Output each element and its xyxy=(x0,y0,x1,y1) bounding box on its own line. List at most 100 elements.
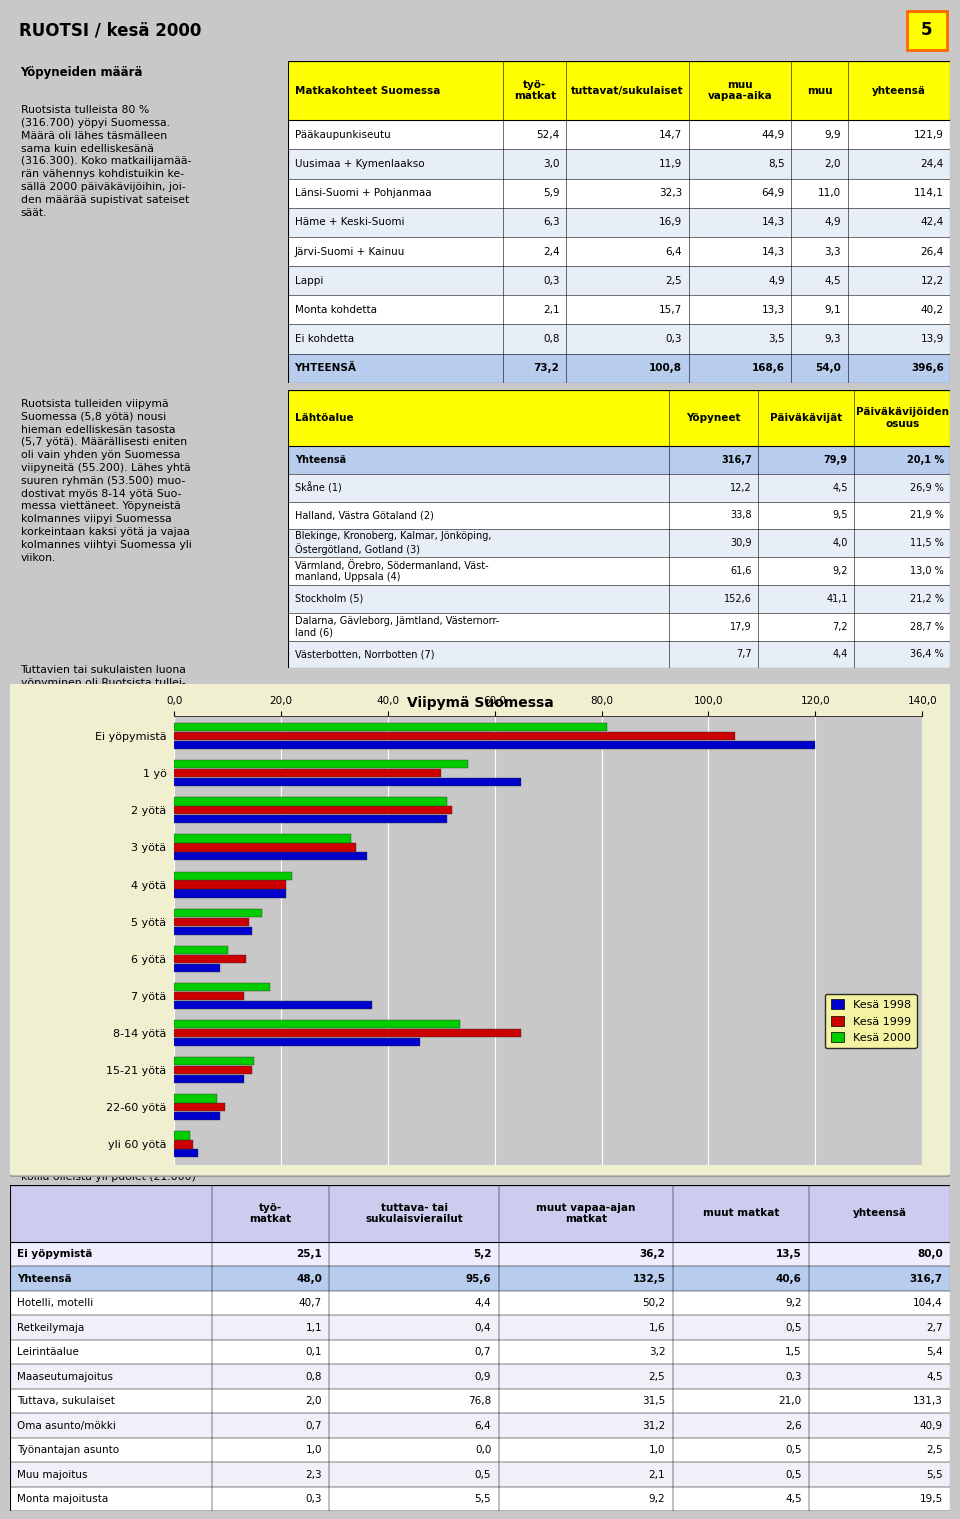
Text: 104,4: 104,4 xyxy=(913,1299,943,1308)
Text: 0,7: 0,7 xyxy=(475,1347,492,1356)
Bar xyxy=(288,612,950,641)
Text: Lappi: Lappi xyxy=(295,276,323,286)
Text: Monta majoitusta: Monta majoitusta xyxy=(17,1495,108,1504)
Text: 2,4: 2,4 xyxy=(543,246,560,257)
Bar xyxy=(175,769,442,778)
Text: 0,0: 0,0 xyxy=(475,1445,492,1455)
Text: 64,9: 64,9 xyxy=(761,188,784,199)
Text: 131,3: 131,3 xyxy=(913,1396,943,1407)
Text: 41,1: 41,1 xyxy=(827,594,848,605)
Bar xyxy=(175,1028,521,1037)
Text: 31,2: 31,2 xyxy=(642,1420,665,1431)
Text: 80,0: 80,0 xyxy=(917,1249,943,1259)
Text: Häme + Keski-Suomi: Häme + Keski-Suomi xyxy=(295,217,404,228)
Bar xyxy=(175,1075,244,1083)
Text: 0,7: 0,7 xyxy=(305,1420,322,1431)
Bar xyxy=(10,1438,950,1463)
Bar xyxy=(175,1150,199,1157)
Text: 13,0 %: 13,0 % xyxy=(910,567,944,576)
Text: 132,5: 132,5 xyxy=(633,1274,665,1284)
Text: 9,2: 9,2 xyxy=(832,567,848,576)
Text: Järvi-Suomi + Kainuu: Järvi-Suomi + Kainuu xyxy=(295,246,405,257)
Text: muut vapaa-ajan
matkat: muut vapaa-ajan matkat xyxy=(536,1203,636,1224)
Text: 6,4: 6,4 xyxy=(474,1420,492,1431)
Text: 2,1: 2,1 xyxy=(649,1470,665,1480)
Text: 48,0: 48,0 xyxy=(296,1274,322,1284)
Text: 3,5: 3,5 xyxy=(768,334,784,343)
Text: 5,5: 5,5 xyxy=(926,1470,943,1480)
Text: 36,4 %: 36,4 % xyxy=(910,650,944,659)
Text: muu: muu xyxy=(806,85,832,96)
Text: 168,6: 168,6 xyxy=(752,363,784,374)
Text: 79,9: 79,9 xyxy=(824,454,848,465)
Text: 11,9: 11,9 xyxy=(659,159,683,169)
Text: tuttava- tai
sukulaisvierailut: tuttava- tai sukulaisvierailut xyxy=(365,1203,463,1224)
Text: 11,5 %: 11,5 % xyxy=(910,538,944,548)
Text: Matkakohteet Suomessa: Matkakohteet Suomessa xyxy=(295,85,440,96)
Bar xyxy=(175,992,244,1000)
Text: Blekinge, Kronoberg, Kalmar, Jönköping,
Östergötland, Gotland (3): Blekinge, Kronoberg, Kalmar, Jönköping, … xyxy=(295,532,492,556)
Text: 4,5: 4,5 xyxy=(832,483,848,492)
Bar xyxy=(10,1291,950,1315)
Bar xyxy=(10,1463,950,1487)
Text: 0,5: 0,5 xyxy=(785,1470,802,1480)
Bar xyxy=(175,890,286,898)
FancyBboxPatch shape xyxy=(907,11,947,50)
Text: 26,9 %: 26,9 % xyxy=(910,483,944,492)
Text: 12,2: 12,2 xyxy=(921,276,944,286)
Bar xyxy=(10,1364,950,1388)
Bar xyxy=(175,852,367,860)
Text: Päiväkävijöiden
osuus: Päiväkävijöiden osuus xyxy=(856,407,948,428)
Text: 40,6: 40,6 xyxy=(776,1274,802,1284)
Text: muu
vapaa-aika: muu vapaa-aika xyxy=(708,81,773,102)
Bar xyxy=(288,179,950,208)
Text: 1,6: 1,6 xyxy=(649,1323,665,1332)
Text: 19,5: 19,5 xyxy=(920,1495,943,1504)
Text: Länsi-Suomi + Pohjanmaa: Länsi-Suomi + Pohjanmaa xyxy=(295,188,431,199)
Bar xyxy=(288,354,950,383)
Text: 0,8: 0,8 xyxy=(305,1372,322,1382)
Text: Yöpyneiden määrä: Yöpyneiden määrä xyxy=(20,67,143,79)
Bar xyxy=(288,325,950,354)
Bar xyxy=(288,120,950,149)
Text: 2,0: 2,0 xyxy=(305,1396,322,1407)
Text: 1,5: 1,5 xyxy=(785,1347,802,1356)
Text: yhteensä: yhteensä xyxy=(872,85,926,96)
Text: Hotelli, motelli: Hotelli, motelli xyxy=(17,1299,93,1308)
Text: 1,1: 1,1 xyxy=(305,1323,322,1332)
Text: 54,0: 54,0 xyxy=(815,363,841,374)
Text: 61,6: 61,6 xyxy=(731,567,752,576)
Text: Ruotsista tulleiden viipymä
Suomessa (5,8 yötä) nousi
hieman edelliskesän tasost: Ruotsista tulleiden viipymä Suomessa (5,… xyxy=(20,399,191,562)
Text: 4,4: 4,4 xyxy=(832,650,848,659)
Text: 25,1: 25,1 xyxy=(297,1249,322,1259)
Text: 6,3: 6,3 xyxy=(543,217,560,228)
Text: Skåne (1): Skåne (1) xyxy=(295,482,342,494)
Text: 152,6: 152,6 xyxy=(724,594,752,605)
Text: Ruotsista tulleista 80 %
(316.700) yöpyi Suomessa.
Määrä oli lähes täsmälleen
sa: Ruotsista tulleista 80 % (316.700) yöpyi… xyxy=(20,105,191,217)
Text: Monta kohdetta: Monta kohdetta xyxy=(295,305,376,314)
Text: 5,9: 5,9 xyxy=(543,188,560,199)
Text: 121,9: 121,9 xyxy=(914,131,944,140)
Text: 42,4: 42,4 xyxy=(921,217,944,228)
Text: 7,7: 7,7 xyxy=(736,650,752,659)
Text: 4,4: 4,4 xyxy=(474,1299,492,1308)
Text: 9,1: 9,1 xyxy=(825,305,841,314)
Text: tuttavat/sukulaiset: tuttavat/sukulaiset xyxy=(571,85,684,96)
Text: 114,1: 114,1 xyxy=(914,188,944,199)
Text: 21,2 %: 21,2 % xyxy=(910,594,944,605)
Text: Leirintäalue: Leirintäalue xyxy=(17,1347,79,1356)
Text: 40,9: 40,9 xyxy=(920,1420,943,1431)
Text: 2,5: 2,5 xyxy=(665,276,683,286)
Text: RUOTSI / kesä 2000: RUOTSI / kesä 2000 xyxy=(19,21,202,39)
Text: 3,2: 3,2 xyxy=(649,1347,665,1356)
Text: 44,9: 44,9 xyxy=(761,131,784,140)
Bar xyxy=(175,732,735,740)
Bar xyxy=(288,447,950,474)
Text: 52,4: 52,4 xyxy=(537,131,560,140)
Bar xyxy=(175,797,446,805)
Text: Viipymä Suomessa: Viipymä Suomessa xyxy=(407,696,553,709)
Bar xyxy=(175,955,247,963)
Text: 4,9: 4,9 xyxy=(825,217,841,228)
Bar xyxy=(175,1021,460,1028)
Bar xyxy=(175,1001,372,1009)
